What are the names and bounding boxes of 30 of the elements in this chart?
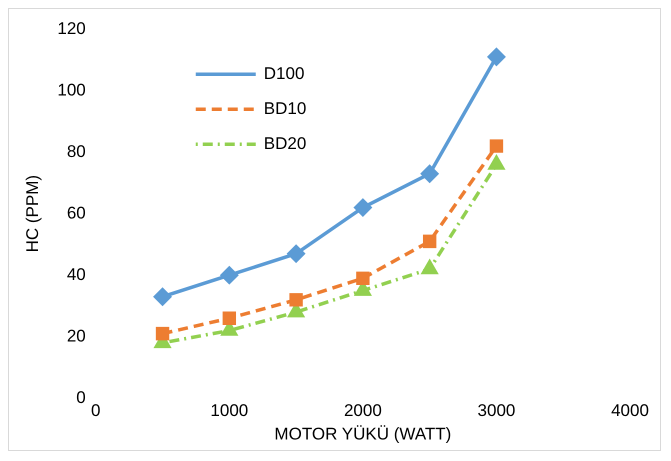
legend-label: D100 bbox=[264, 64, 304, 83]
x-tick-label: 4000 bbox=[611, 401, 649, 420]
legend-label: BD20 bbox=[264, 134, 306, 153]
point bbox=[156, 326, 170, 340]
x-tick-label: 2000 bbox=[344, 401, 382, 420]
y-tick-label: 120 bbox=[57, 18, 86, 38]
x-axis-title: MOTOR YÜKÜ (WATT) bbox=[274, 424, 452, 444]
point bbox=[356, 272, 370, 285]
point bbox=[287, 244, 305, 262]
point bbox=[289, 293, 303, 306]
point bbox=[222, 312, 236, 325]
y-tick-label: 80 bbox=[66, 142, 86, 161]
point bbox=[422, 260, 438, 274]
y-tick-label: 0 bbox=[76, 388, 86, 407]
legend-label: BD10 bbox=[264, 98, 306, 118]
x-tick-label: 1000 bbox=[210, 401, 248, 420]
point bbox=[488, 48, 506, 66]
point bbox=[490, 139, 504, 153]
point bbox=[354, 198, 372, 216]
y-tick-label: 40 bbox=[66, 264, 86, 284]
x-tick-label: 0 bbox=[91, 401, 100, 420]
y-tick-label: 100 bbox=[57, 80, 86, 100]
point bbox=[220, 266, 238, 284]
y-axis-title: HC (PPM) bbox=[22, 174, 42, 252]
point bbox=[420, 164, 438, 182]
point bbox=[422, 234, 436, 248]
y-tick-label: 60 bbox=[66, 203, 86, 222]
point bbox=[154, 288, 172, 306]
y-tick-label: 20 bbox=[66, 326, 86, 346]
x-tick-label: 3000 bbox=[478, 401, 516, 420]
